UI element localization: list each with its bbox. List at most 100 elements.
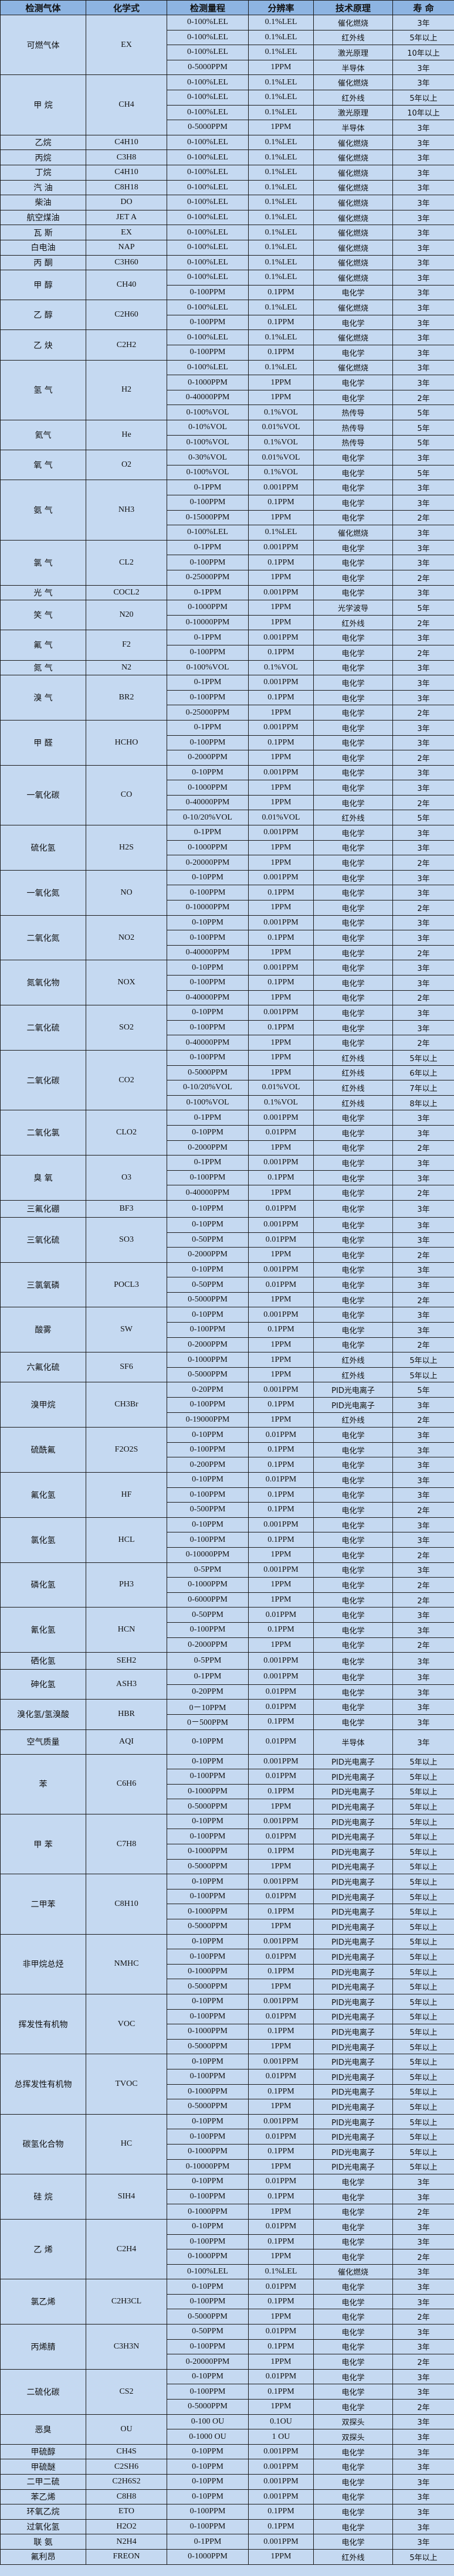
resolution-cell: 0.01PPM xyxy=(248,2068,314,2085)
resolution-cell: 0.1PPM xyxy=(248,885,314,901)
table-row: 0-100%LEL 0.1%LEL 催化燃烧 3年 xyxy=(1,2264,454,2280)
principle-cell: 红外线 xyxy=(313,2548,393,2565)
gas-name-cell: 一氧化氮 xyxy=(0,869,86,916)
principle-cell: 电化学 xyxy=(313,689,393,706)
range-cell: 0-10PPM xyxy=(167,1216,249,1233)
range-cell: 0-2000PPM xyxy=(167,1140,249,1156)
table-row: 丙烷 C3H8 0-100%LEL 0.1%LEL 催化燃烧 3年 xyxy=(0,149,454,165)
life-cell: 5年以上 xyxy=(392,1933,454,1950)
range-cell: 0-2000PPM xyxy=(167,1247,249,1263)
principle-cell: 电化学 xyxy=(313,2368,393,2385)
resolution-cell: 0.01%VOL xyxy=(248,810,314,826)
resolution-cell: 0.1PPM xyxy=(248,1622,314,1638)
life-cell: 2年 xyxy=(392,1592,454,1608)
principle-cell: 电化学 xyxy=(313,2459,393,2475)
life-cell: 3年 xyxy=(392,1729,454,1755)
resolution-cell: 1PPM xyxy=(248,1979,314,1994)
table-row: 0-100PPM 0.1PPM 电化学 3年 xyxy=(1,735,454,751)
table-row: 二甲苯 C8H10 0-10PPM 0.001PPM PID光电离子 5年以上 xyxy=(0,1874,454,1935)
table-row: 光 气 COCL2 0-1PPM 0.001PPM 电化学 3年 xyxy=(0,584,454,601)
resolution-cell: 1PPM xyxy=(248,1577,314,1593)
gas-name-cell: 苯乙烯 xyxy=(0,2489,86,2505)
range-cell: 0-10PPM xyxy=(167,2054,249,2069)
table-row: 乙烷 C4H10 0-100%LEL 0.1%LEL 催化燃烧 3年 xyxy=(0,134,454,151)
range-cell: 0-1PPM xyxy=(167,1110,249,1126)
range-cell: 0-10PPM xyxy=(167,1517,249,1533)
range-cell: 0-100%VOL xyxy=(167,434,249,451)
life-cell: 3年 xyxy=(392,1684,454,1700)
principle-cell: 电化学 xyxy=(313,2504,393,2520)
resolution-cell: 0.001PPM xyxy=(248,1874,314,1889)
range-cell: 0-100%LEL xyxy=(167,134,249,151)
formula-cell: OU xyxy=(86,2414,167,2445)
life-cell: 6年以上 xyxy=(392,1065,454,1081)
gas-name-cell: 一氧化碳 xyxy=(0,764,86,826)
resolution-cell: 0.1PPM xyxy=(248,2384,314,2400)
life-cell: 2年 xyxy=(392,569,454,586)
range-cell: 0-1PPM xyxy=(167,539,249,556)
range-cell: 0-1PPM xyxy=(167,480,249,495)
range-cell: 0-100PPM xyxy=(167,2009,249,2025)
range-cell: 0-100PPM xyxy=(167,1532,249,1548)
life-cell: 3年 xyxy=(392,1277,454,1293)
principle-cell: 电化学 xyxy=(313,675,393,691)
life-cell: 3年 xyxy=(392,375,454,390)
formula-cell: BR2 xyxy=(86,675,167,721)
life-cell: 5年 xyxy=(392,434,454,451)
gas-name-cell: 苯 xyxy=(0,1753,86,1814)
life-cell: 3年 xyxy=(392,930,454,946)
principle-cell: 电化学 xyxy=(313,944,393,961)
table-row: 0-40000PPM 1PPM 电化学 2年 xyxy=(1,794,454,811)
principle-cell: 红外线 xyxy=(313,89,393,106)
range-cell: 0-100PPM xyxy=(167,1829,249,1845)
resolution-cell: 0.001PPM xyxy=(248,675,314,691)
resolution-cell: 1PPM xyxy=(248,1367,314,1383)
life-cell: 3年 xyxy=(392,1457,454,1473)
range-cell: 0-100PPM xyxy=(167,284,249,301)
range-cell: 0-25000PPM xyxy=(167,705,249,721)
life-cell: 3年 xyxy=(392,1005,454,1021)
table-row: 0-100PPM 0.01PPM PID光电离子 5年以上 xyxy=(1,2129,454,2145)
resolution-cell: 1PPM xyxy=(248,2159,314,2175)
principle-cell: 催化燃烧 xyxy=(313,525,393,541)
table-row: 0-100PPM 0.1PPM 电化学 2年 xyxy=(1,644,454,661)
life-cell: 3年 xyxy=(392,780,454,796)
table-row: 0-5000PPM 1PPM 半导体 3年 xyxy=(1,59,454,76)
resolution-cell: 0.001PPM xyxy=(248,1652,314,1670)
principle-cell: 电化学 xyxy=(313,840,393,856)
range-cell: 0-100PPM xyxy=(167,2293,249,2310)
table-row: 乙 烯 C2H4 0-10PPM 0.01PPM 电化学 3年 xyxy=(0,2218,454,2280)
table-header-row: 检测气体 化学式 检测量程 分辨率 技术原理 寿 命 xyxy=(0,0,454,15)
life-cell: 2年 xyxy=(392,2399,454,2415)
life-cell: 5年以上 xyxy=(392,1049,454,1066)
principle-cell: 催化燃烧 xyxy=(313,134,393,151)
principle-cell: 电化学 xyxy=(313,2174,393,2190)
life-cell: 2年 xyxy=(392,750,454,766)
gas-name-cell: 氨 气 xyxy=(0,480,86,541)
life-cell: 3年 xyxy=(392,2174,454,2190)
life-cell: 2年 xyxy=(392,644,454,661)
table-row: 空气质量 AQI 0-10PPM 0.01PPM 半导体 3年 xyxy=(0,1729,454,1755)
range-cell: 0-10PPM xyxy=(167,960,249,976)
life-cell: 3年 xyxy=(392,1397,454,1413)
range-cell: 0-100PPM xyxy=(167,1888,249,1905)
gas-name-cell: 硅 烷 xyxy=(0,2174,86,2220)
resolution-cell: 0.001PPM xyxy=(248,2444,314,2460)
range-cell: 0-20PPM xyxy=(167,1684,249,1700)
formula-cell: CH3Br xyxy=(86,1382,167,1428)
principle-cell: 电化学 xyxy=(313,869,393,886)
range-cell: 0-100PPM xyxy=(167,2339,249,2355)
resolution-cell: 1PPM xyxy=(248,944,314,961)
range-cell: 0-1000PPM xyxy=(167,1904,249,1920)
life-cell: 5年以上 xyxy=(392,1858,454,1875)
range-cell: 0-1PPM xyxy=(167,675,249,691)
table-row: 氯化氢 HCL 0-10PPM 0.001PPM 电化学 3年 xyxy=(0,1517,454,1563)
principle-cell: 电化学 xyxy=(313,644,393,661)
principle-cell: PID光电离子 xyxy=(313,1783,393,1800)
table-row: 恶臭 OU 0-100 OU 0.1OU 双探头 3年 xyxy=(0,2414,454,2445)
resolution-cell: 0.1%LEL xyxy=(248,195,314,210)
principle-cell: 电化学 xyxy=(313,660,393,676)
formula-cell: JET A xyxy=(86,209,167,226)
resolution-cell: 0.1PPM xyxy=(248,2504,314,2520)
range-cell: 0-100PPM xyxy=(167,885,249,901)
